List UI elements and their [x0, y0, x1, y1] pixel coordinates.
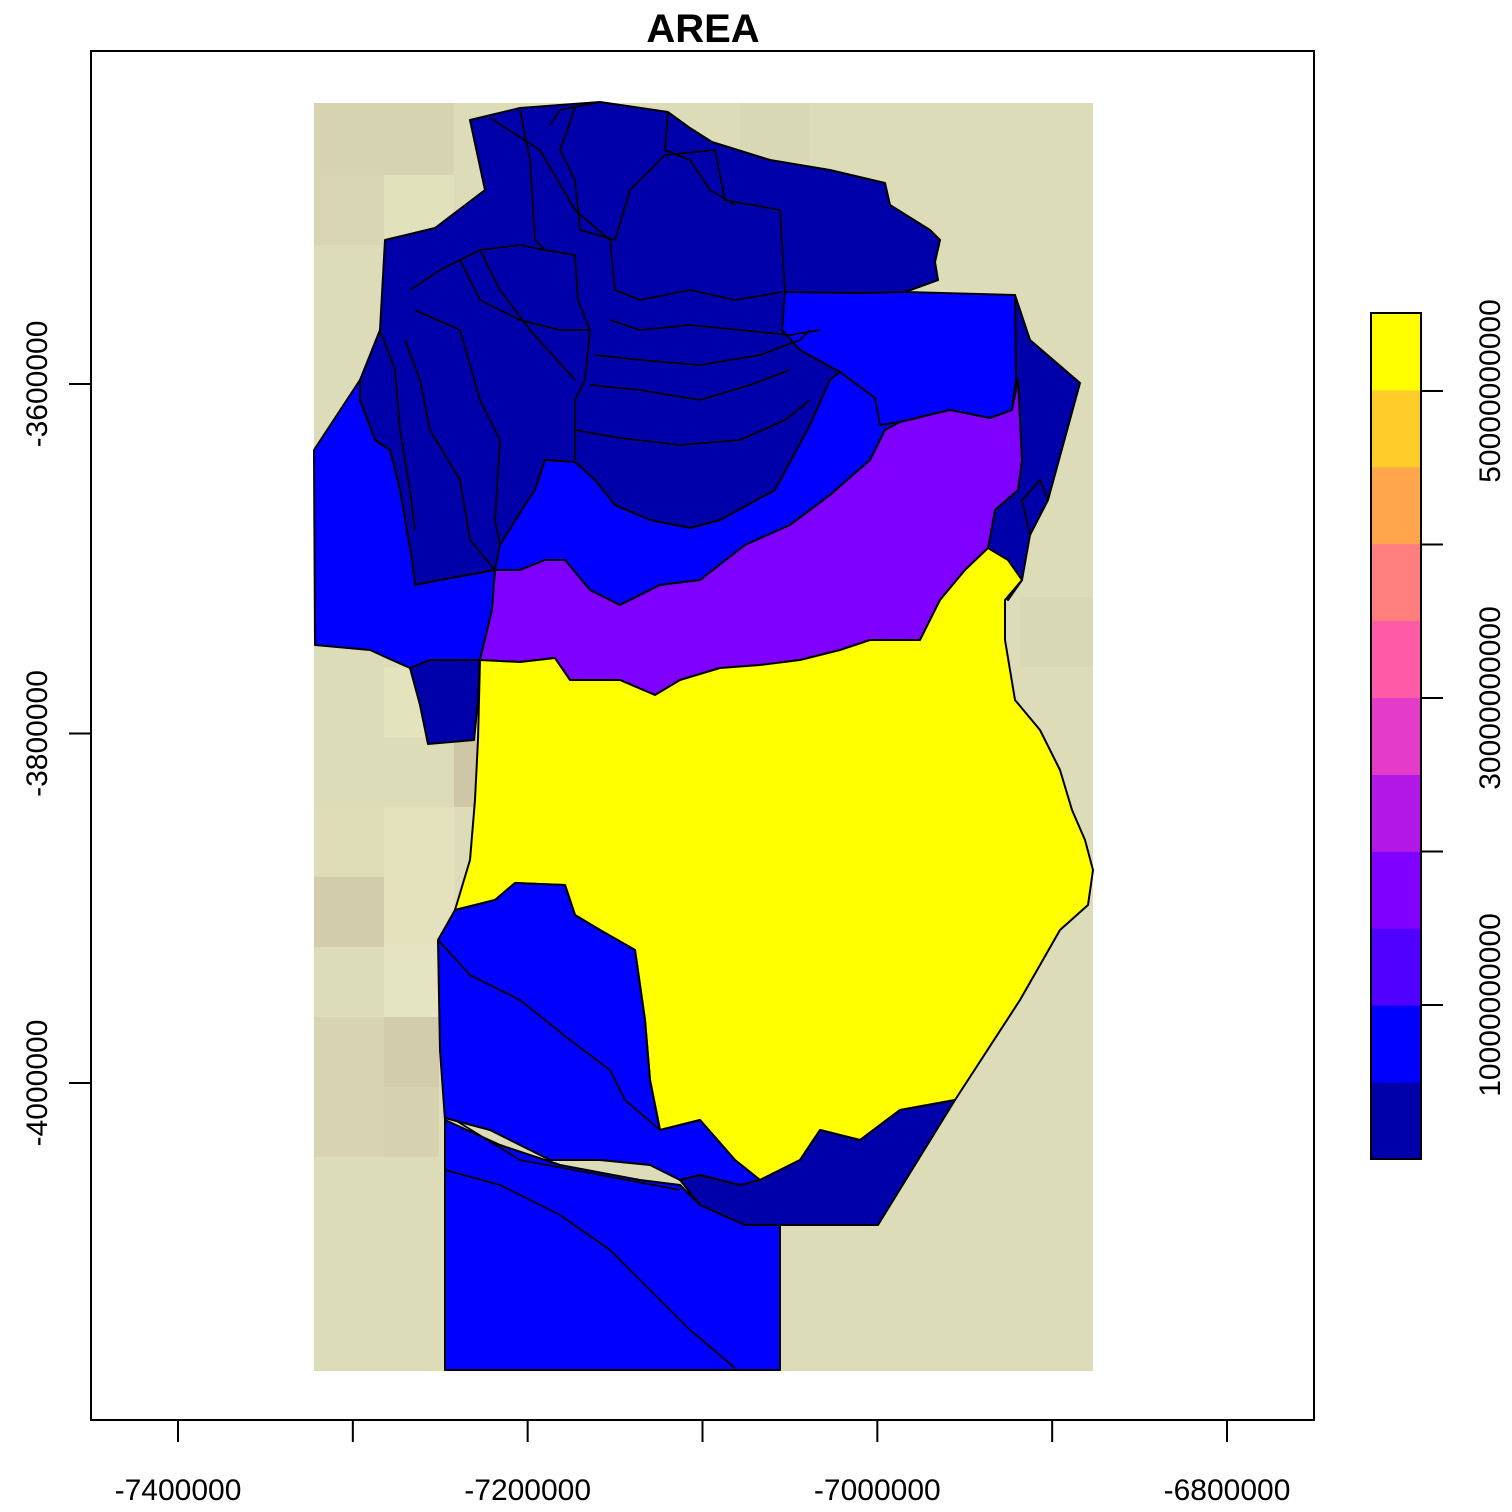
legend-swatch — [1371, 466, 1421, 545]
legend-swatch — [1371, 543, 1421, 622]
legend-swatch — [1371, 1082, 1421, 1160]
legend-swatch — [1371, 313, 1421, 391]
legend-swatch — [1371, 389, 1421, 468]
map-title: AREA — [646, 7, 759, 51]
legend-swatch — [1371, 697, 1421, 775]
legend-frame — [1370, 312, 1422, 1160]
x-tick-label: -6800000 — [1164, 1474, 1291, 1507]
color-legend: 10000000000 30000000000 50000000000 — [1370, 299, 1507, 1160]
y-tick-label: -3800000 — [21, 670, 54, 797]
x-axis: -7400000 -7200000 -7000000 -6800000 — [115, 1419, 1291, 1507]
legend-swatch — [1371, 774, 1421, 852]
legend-swatch — [1371, 620, 1421, 699]
y-tick-label: -4000000 — [21, 1020, 54, 1147]
region-polygons — [313, 101, 1094, 1371]
y-axis: -3600000 -3800000 -4000000 — [21, 321, 92, 1147]
region-south-west — [437, 882, 781, 1371]
legend-swatch — [1371, 851, 1421, 929]
region-boundaries — [379, 101, 1049, 1369]
x-tick-label: -7400000 — [115, 1474, 242, 1507]
legend-swatch — [1371, 1005, 1421, 1083]
legend-tick-label: 30000000000 — [1474, 606, 1507, 790]
x-tick-label: -7200000 — [464, 1474, 591, 1507]
y-tick-label: -3600000 — [21, 321, 54, 448]
x-tick-label: -7000000 — [814, 1474, 941, 1507]
legend-tick-label: 10000000000 — [1474, 913, 1507, 1097]
region-south-east — [679, 1099, 956, 1226]
legend-swatch — [1371, 928, 1421, 1006]
legend-tick-label: 50000000000 — [1474, 299, 1507, 483]
